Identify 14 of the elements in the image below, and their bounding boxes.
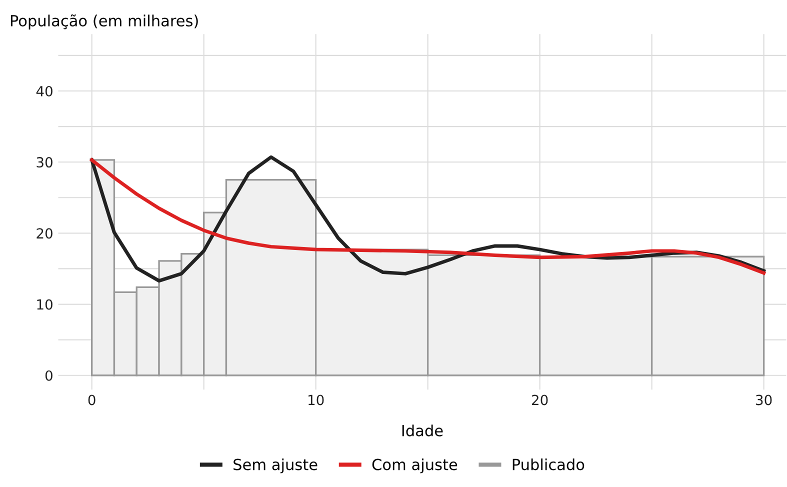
y-tick-label: 40 (36, 86, 52, 96)
legend-label: Sem ajuste (234, 458, 318, 474)
legend-label: Com ajuste (372, 458, 458, 474)
x-tick-label: 0 (88, 394, 96, 406)
y-tick-label: 30 (36, 157, 52, 168)
x-axis-title: Idade (402, 424, 443, 436)
x-tick-label: 20 (532, 394, 548, 406)
y-axis-title: População (em milhares) (10, 14, 198, 30)
y-tick-label: 20 (36, 228, 52, 239)
y-tick-label: 10 (37, 299, 52, 310)
x-tick-label: 30 (756, 394, 772, 406)
y-tick-label: 0 (45, 370, 52, 381)
legend-label: Publicado (512, 458, 584, 470)
x-tick-label: 10 (308, 394, 324, 406)
